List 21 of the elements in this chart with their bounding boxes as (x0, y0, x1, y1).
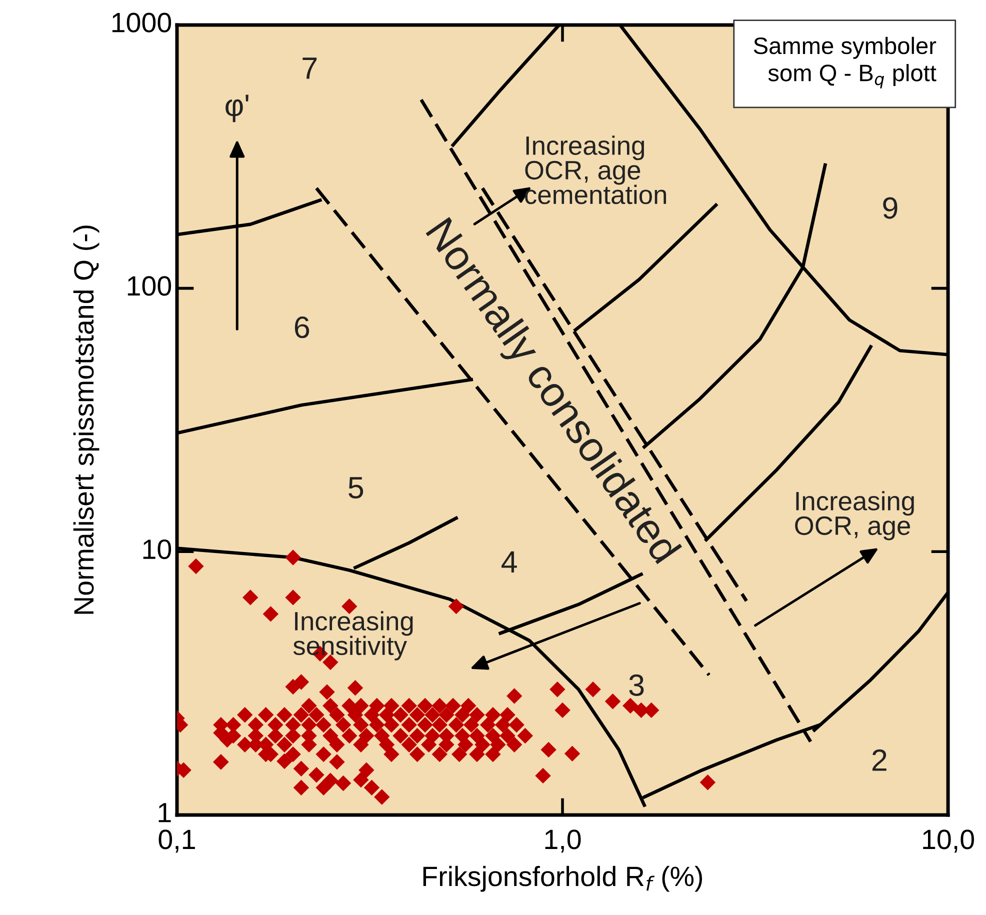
y-axis-title: Normalisert spissmotstand Q (-) (73, 226, 100, 614)
annotation: Increasing sensitivity (293, 611, 413, 660)
x-tick-label: 1,0 (545, 830, 581, 853)
annotation: 6 (294, 316, 310, 338)
annotation: 4 (502, 551, 517, 572)
x-axis-title: Friksjonsforhold R$_{f}$ (%) (423, 866, 702, 892)
annotation: 9 (883, 197, 898, 219)
annotation: φ' (226, 94, 248, 122)
annotation: Samme symboler som Q - B$_{q}$ plott (754, 36, 936, 88)
annotation: 3 (629, 674, 644, 696)
annotation: 7 (302, 58, 317, 79)
annotation: Increasing OCR, age cementation (525, 136, 666, 204)
x-tick-label: 0,1 (158, 830, 195, 853)
annotation: 5 (348, 477, 364, 498)
y-tick-label: 100 (128, 276, 172, 296)
x-tick-label: 10,0 (923, 830, 974, 853)
y-tick-label: 1000 (112, 12, 172, 32)
y-tick-label: 10 (143, 539, 172, 560)
y-tick-label: 1 (158, 803, 171, 822)
annotation: Increasing OCR, age (795, 491, 914, 540)
annotation: 2 (872, 749, 886, 771)
